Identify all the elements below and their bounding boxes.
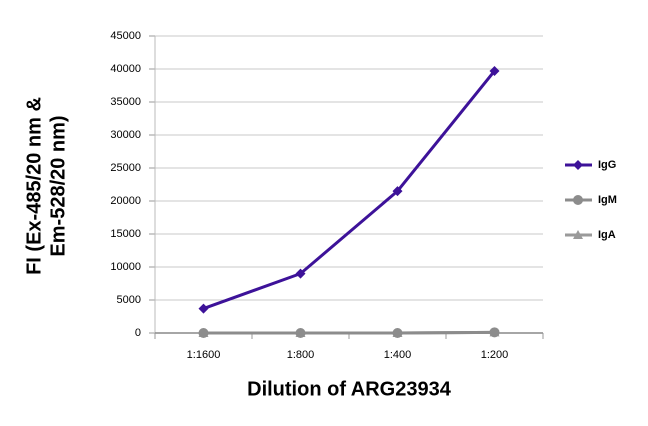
x-axis-title: Dilution of ARG23934 (247, 378, 452, 400)
y-tick-label: 15000 (110, 228, 141, 240)
data-point (295, 328, 306, 338)
y-tick-label: 35000 (110, 96, 141, 108)
y-tick-label: 30000 (110, 129, 141, 141)
y-tick-label: 20000 (110, 195, 141, 207)
y-tick-label: 5000 (117, 294, 141, 306)
legend-label: IgA (598, 229, 616, 241)
y-tick-label: 10000 (110, 261, 141, 273)
data-point (392, 186, 403, 197)
y-axis-title: FI (Ex-485/20 nm & Em-528/20 nm) (23, 97, 69, 275)
data-point (392, 328, 403, 338)
data-point (489, 327, 500, 338)
y-tick-label: 45000 (110, 30, 141, 42)
y-axis-title-line: Em-528/20 nm) (47, 115, 69, 256)
data-point (198, 303, 209, 314)
y-tick-label: 40000 (110, 63, 141, 75)
x-tick-label: 1:800 (287, 349, 315, 361)
data-point (198, 328, 209, 338)
x-tick-label: 1:400 (384, 349, 412, 361)
legend-marker (573, 160, 583, 170)
series-line (202, 70, 496, 310)
y-tick-label: 0 (135, 327, 141, 339)
legend-label: IgG (598, 159, 616, 171)
y-tick-label: 25000 (110, 162, 141, 174)
legend-marker (573, 195, 583, 205)
x-tick-label: 1:200 (481, 349, 509, 361)
series-line (203, 330, 495, 335)
y-axis-title-line: FI (Ex-485/20 nm & (23, 97, 45, 275)
legend-label: IgM (598, 194, 617, 206)
data-point (489, 65, 500, 76)
x-tick-label: 1:1600 (187, 349, 221, 361)
data-point (295, 268, 306, 279)
legend-marker (573, 230, 583, 239)
